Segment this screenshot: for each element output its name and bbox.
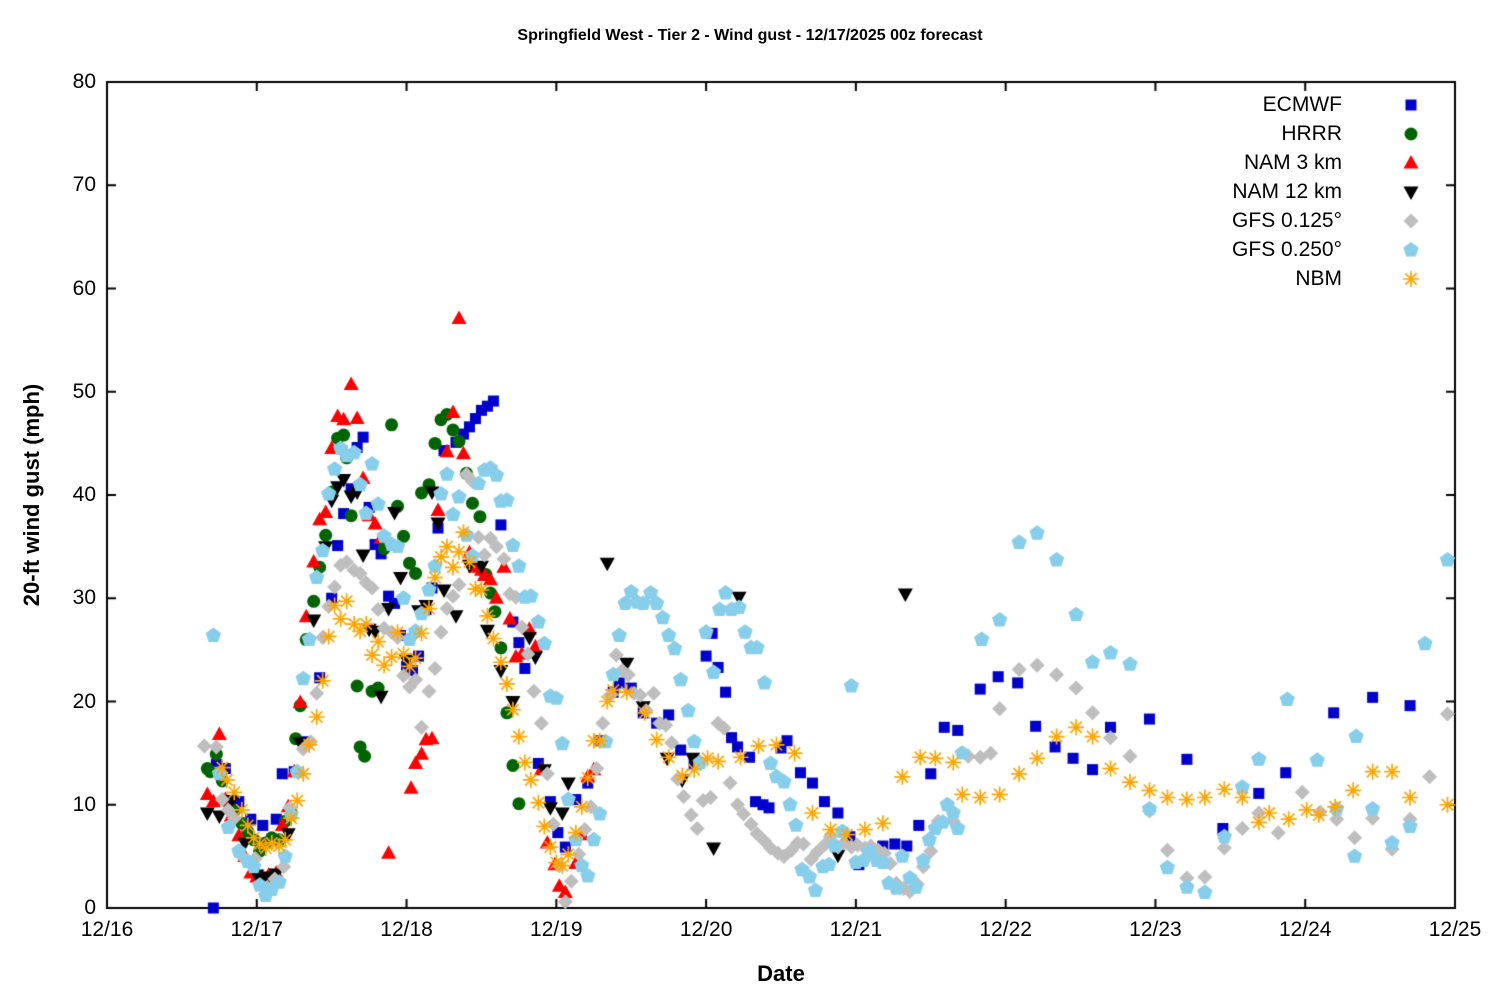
nam12-legend-marker-icon [1398,178,1424,205]
chart-title: Springfield West - Tier 2 - Wind gust - … [517,27,983,44]
y-tick-label: 20 [72,689,96,713]
legend-label-nam12: NAM 12 km [1232,179,1342,203]
gfs0125-legend-marker-icon [1398,207,1424,234]
x-tick-label: 12/20 [679,918,733,941]
y-tick-label: 0 [84,896,96,919]
y-axis-tick-labels: 0 10 20 30 40 50 60 70 80 [36,0,96,1000]
y-tick-label: 60 [72,276,96,300]
y-tick-label: 50 [72,379,96,403]
legend-label-nam3: NAM 3 km [1243,150,1342,174]
x-tick-label: 12/17 [230,918,284,941]
y-tick-label: 30 [72,586,96,610]
legend-item-nam12: NAM 12 km [1000,177,1424,206]
x-tick-label: 12/19 [530,918,583,941]
x-tick-label: 12/18 [380,918,433,941]
legend-item-nbm: NBM [1000,264,1424,293]
y-tick-label: 10 [72,792,96,816]
x-axis-label: Date [757,961,805,986]
legend-item-ecmwf: ECMWF [1000,90,1424,119]
y-tick-label: 80 [72,70,96,93]
ecmwf-legend-marker-icon [1398,91,1424,118]
y-tick-label: 70 [72,173,96,197]
legend-item-gfs0250: GFS 0.250° [1000,235,1424,264]
legend-label-gfs0125: GFS 0.125° [1232,208,1342,232]
y-tick-label: 40 [72,483,96,506]
x-tick-label: 12/22 [979,918,1032,941]
nbm-legend-marker-icon [1398,265,1424,292]
hrrr-legend-marker-icon [1398,120,1424,147]
legend-label-gfs0250: GFS 0.250° [1232,237,1342,261]
x-tick-label: 12/25 [1428,918,1482,941]
legend-label-nbm: NBM [1295,266,1342,290]
x-tick-label: 12/21 [829,918,883,941]
x-tick-label: 12/24 [1278,918,1332,941]
legend-item-nam3: NAM 3 km [1000,148,1424,177]
x-tick-label: 12/16 [80,918,134,941]
legend-item-gfs0125: GFS 0.125° [1000,206,1424,235]
x-tick-label: 12/23 [1129,918,1182,941]
legend: ECMWF HRRR NAM 3 km NAM 12 km GFS 0.125° GFS … [1000,90,1424,293]
legend-label-hrrr: HRRR [1281,121,1342,145]
legend-item-hrrr: HRRR [1000,119,1424,148]
legend-label-ecmwf: ECMWF [1262,92,1342,116]
nam3-legend-marker-icon [1398,149,1424,176]
gfs0250-legend-marker-icon [1398,236,1424,263]
